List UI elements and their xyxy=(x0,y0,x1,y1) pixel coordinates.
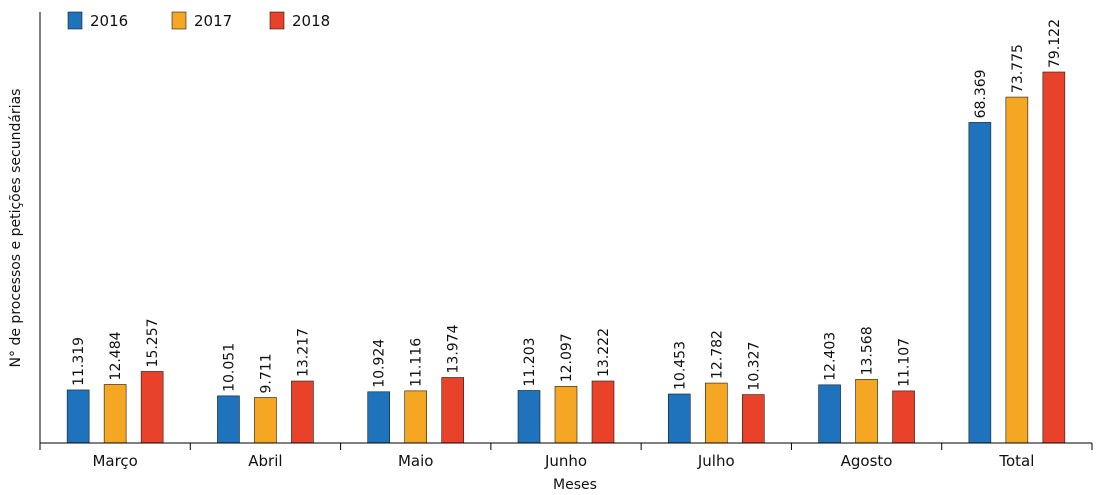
x-tick-label-total: Total xyxy=(998,452,1034,470)
value-label-2016-julho: 10.453 xyxy=(672,341,688,390)
y-axis-title: N° de processos e petições secundárias xyxy=(8,89,24,368)
legend-swatch-2016 xyxy=(67,11,83,30)
bar-2016-junho xyxy=(517,390,541,444)
value-label-2017-total: 73.775 xyxy=(1010,44,1026,93)
legend-swatch-2018 xyxy=(269,11,285,30)
bar-2017-total xyxy=(1005,96,1029,444)
legend-label-2018: 2018 xyxy=(292,12,330,30)
bar-2016-julho xyxy=(667,393,691,444)
x-tick-label-junho: Junho xyxy=(544,452,587,470)
x-axis-title: Meses xyxy=(553,477,597,493)
bar-2018-total xyxy=(1042,71,1066,444)
x-tick-label-agosto: Agosto xyxy=(841,452,893,470)
value-label-2018-junho: 13.222 xyxy=(596,328,612,377)
value-label-2018-julho: 10.327 xyxy=(746,342,762,391)
bar-2018-junho xyxy=(591,380,615,444)
bar-2017-março xyxy=(103,384,127,444)
legend-label-2017: 2017 xyxy=(194,12,232,30)
value-label-2016-junho: 11.203 xyxy=(522,337,538,386)
legend: 2016 2017 2018 xyxy=(67,11,330,30)
value-label-2017-maio: 11.116 xyxy=(409,338,425,387)
value-label-2017-junho: 12.097 xyxy=(559,333,575,382)
value-label-2017-março: 12.484 xyxy=(108,331,124,380)
bar-2016-maio xyxy=(367,391,391,444)
value-label-2016-total: 68.369 xyxy=(973,69,989,118)
bar-2018-março xyxy=(140,371,164,444)
bar-2016-março xyxy=(66,389,90,444)
value-labels-group: 11.319 12.484 15.257 10.051 9.711 13.217 10.92… xyxy=(71,19,1063,393)
bar-2016-agosto xyxy=(818,384,841,444)
bar-2016-abril xyxy=(217,395,240,444)
bar-2017-abril xyxy=(254,397,277,444)
value-label-2018-total: 79.122 xyxy=(1047,19,1063,68)
value-label-2018-maio: 13.974 xyxy=(446,324,462,373)
x-tick-label-abril: Abril xyxy=(248,452,282,470)
value-label-2018-agosto: 11.107 xyxy=(897,338,913,387)
x-ticks-group: Março Abril Maio Junho Julho Agosto Total xyxy=(39,443,1093,470)
x-tick-label-março: Março xyxy=(92,452,137,470)
bars-group xyxy=(66,71,1066,444)
value-label-2016-abril: 10.051 xyxy=(221,343,237,392)
bar-2018-julho xyxy=(741,394,765,444)
legend-swatch-2017 xyxy=(171,11,187,30)
value-label-2018-abril: 13.217 xyxy=(295,328,311,377)
bar-2017-julho xyxy=(704,382,728,444)
bar-2016-total xyxy=(968,122,992,444)
x-tick-label-maio: Maio xyxy=(398,452,433,470)
bar-2018-maio xyxy=(441,377,465,444)
axes-group xyxy=(39,12,1092,444)
bar-2018-agosto xyxy=(892,390,915,444)
value-label-2016-agosto: 12.403 xyxy=(823,332,839,381)
bar-2017-maio xyxy=(404,390,428,444)
x-tick-label-julho: Julho xyxy=(697,452,735,470)
bar-2017-agosto xyxy=(855,379,878,444)
value-label-2018-março: 15.257 xyxy=(145,318,161,367)
value-label-2017-agosto: 13.568 xyxy=(860,326,876,375)
value-label-2016-maio: 10.924 xyxy=(372,339,388,388)
legend-label-2016: 2016 xyxy=(90,12,128,30)
value-label-2016-março: 11.319 xyxy=(71,337,87,386)
bar-2018-abril xyxy=(291,380,314,444)
bar-2017-junho xyxy=(554,385,578,444)
value-label-2017-julho: 12.782 xyxy=(709,330,725,379)
value-label-2017-abril: 9.711 xyxy=(258,353,274,393)
